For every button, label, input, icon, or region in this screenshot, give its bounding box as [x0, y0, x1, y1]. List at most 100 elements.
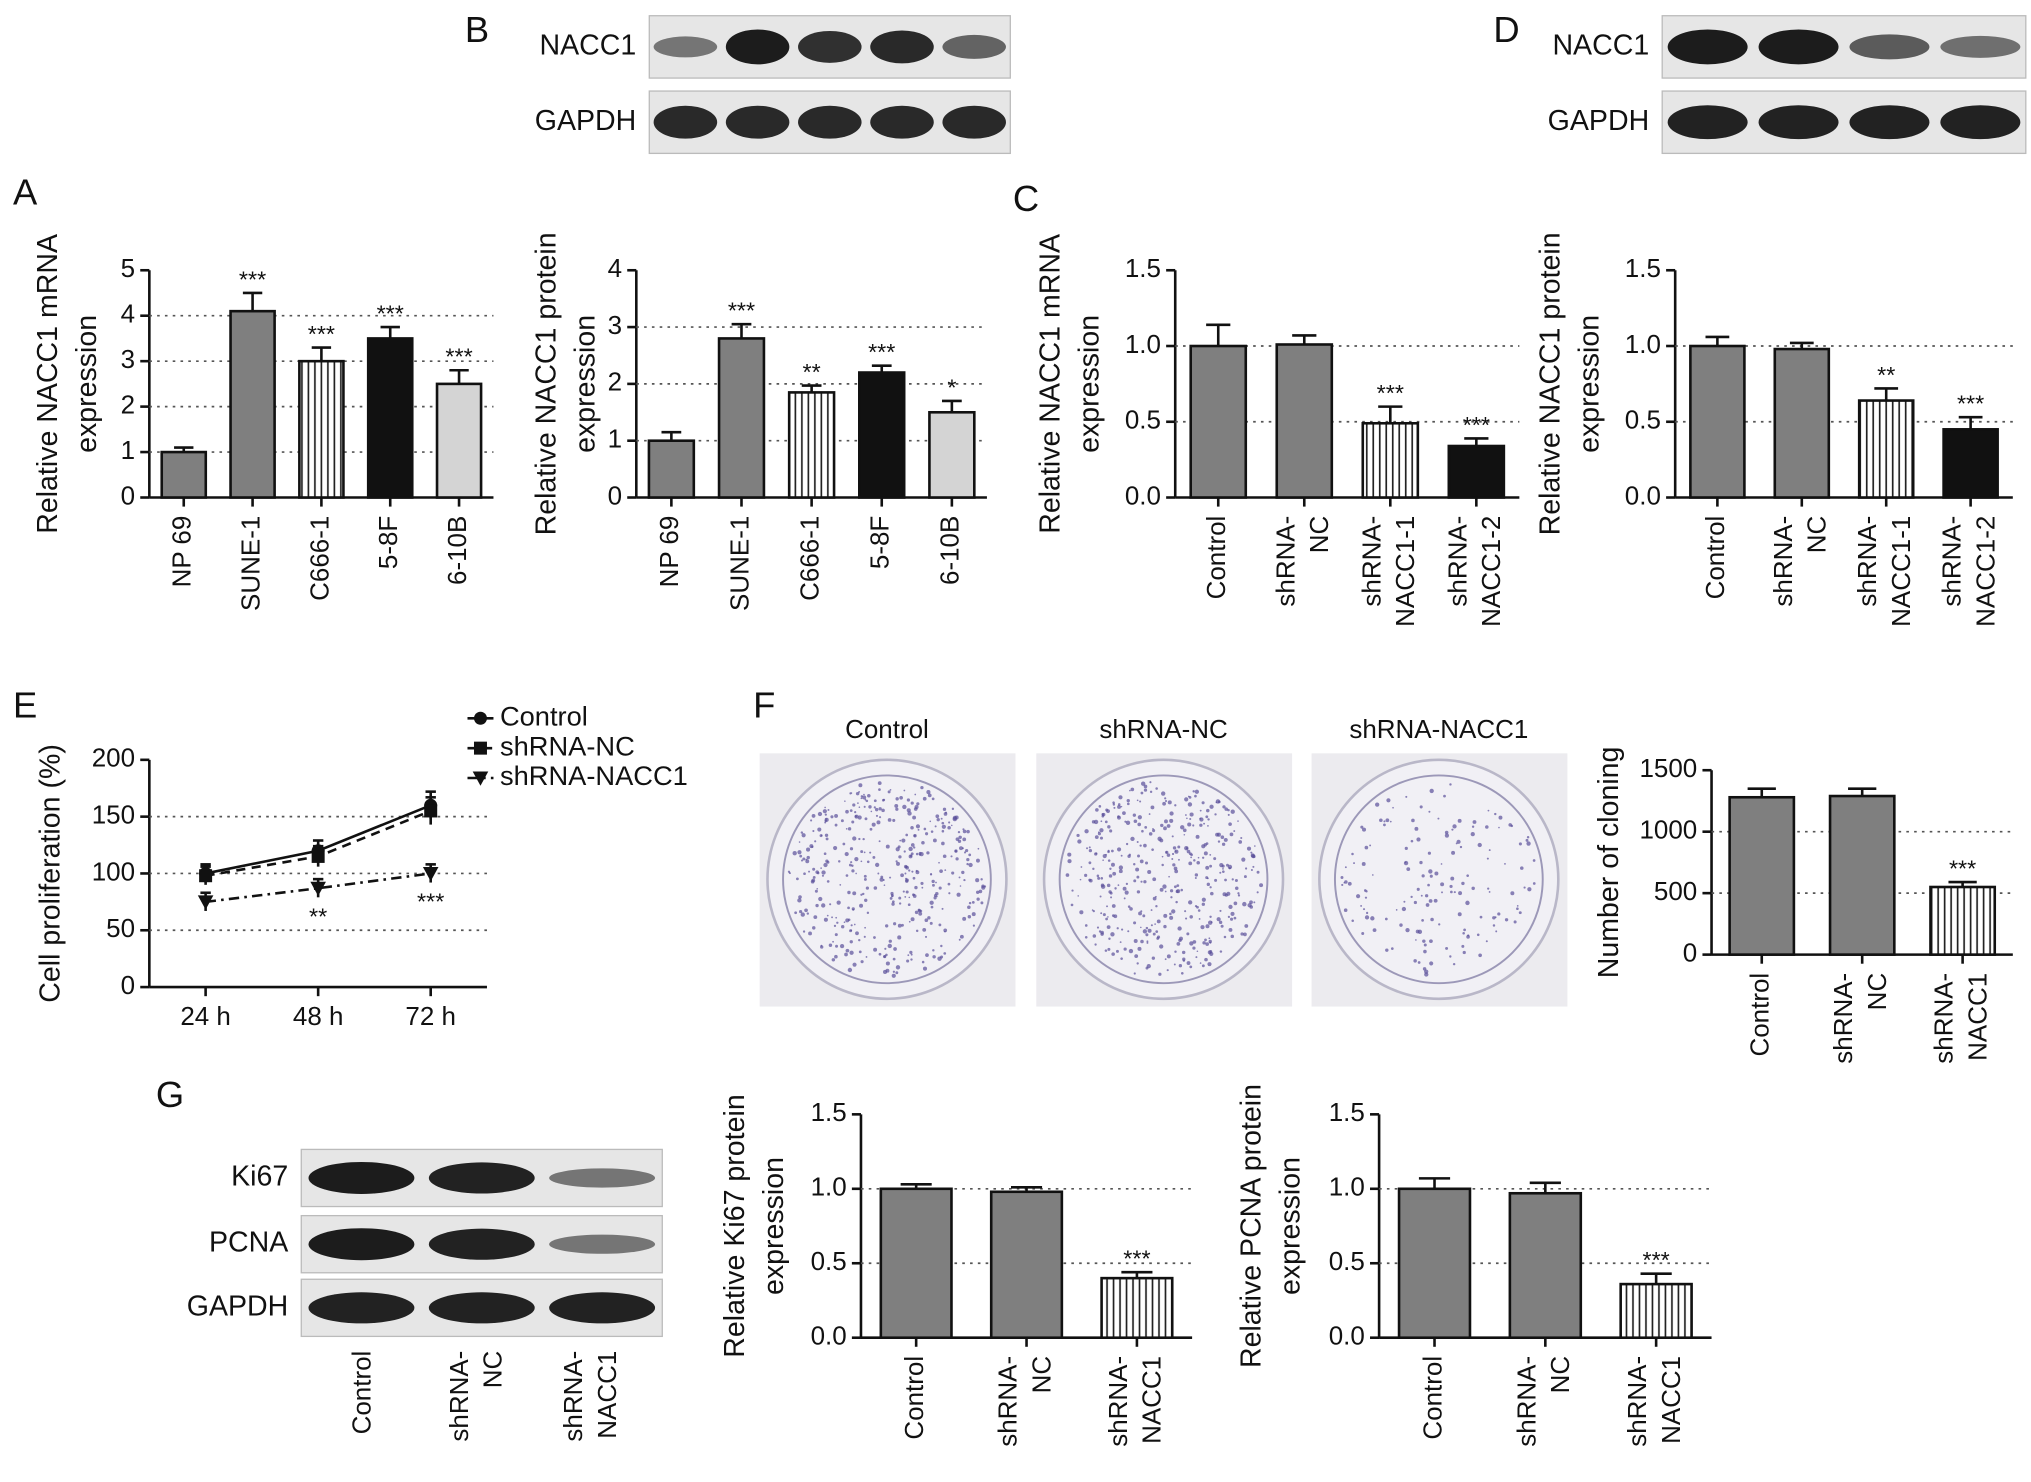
colony: [1155, 905, 1158, 908]
colony: [962, 916, 967, 921]
colony: [1152, 877, 1157, 882]
colony: [929, 873, 933, 876]
colony: [903, 789, 906, 792]
colony: [1201, 801, 1205, 805]
colony: [957, 830, 961, 834]
colony: [1451, 850, 1456, 855]
colony: [971, 900, 975, 904]
colony: [1138, 911, 1142, 916]
colony: [1344, 880, 1348, 884]
colony: [1456, 839, 1461, 844]
colony: [815, 903, 819, 908]
colony: [1164, 799, 1168, 803]
colony: [1109, 829, 1113, 833]
colony: [1199, 823, 1203, 827]
colony: [849, 809, 853, 812]
colony: [851, 907, 855, 911]
colony: [1107, 947, 1111, 951]
colony: [1344, 866, 1347, 869]
blot-band: [653, 105, 718, 139]
colony: [1525, 838, 1529, 842]
colony: [1194, 789, 1199, 794]
colony: [1150, 924, 1153, 927]
colony: [1223, 837, 1228, 842]
colony: [852, 836, 857, 841]
colony: [1233, 830, 1236, 833]
colony: [1077, 895, 1080, 897]
x-tick-label: SUNE-1: [235, 516, 265, 611]
colony: [1249, 905, 1254, 909]
colony: [834, 823, 838, 827]
x-tick-label: 72 h: [405, 1001, 456, 1031]
colony: [1097, 876, 1101, 880]
colony: [864, 926, 866, 929]
colony: [1479, 915, 1483, 919]
colony: [814, 889, 818, 893]
colony: [1100, 877, 1104, 880]
y-tick-label: 0.5: [811, 1246, 847, 1276]
colony: [1223, 935, 1227, 939]
colony: [857, 802, 859, 804]
colony: [905, 890, 909, 894]
colony: [942, 854, 947, 859]
colony: [1118, 865, 1124, 870]
colony: [1444, 830, 1449, 835]
colony: [1238, 840, 1243, 844]
colony: [1190, 853, 1193, 857]
colony: [1206, 808, 1210, 813]
colony: [895, 965, 901, 970]
colony: [799, 854, 803, 858]
bar: [928, 410, 976, 499]
colony: [1430, 917, 1434, 922]
colony: [1180, 971, 1184, 975]
colony: [1097, 832, 1101, 836]
colony: [812, 926, 816, 930]
colony: [891, 902, 895, 906]
blot-band: [942, 34, 1006, 59]
colony: [1197, 856, 1200, 859]
colony: [1148, 813, 1151, 815]
legend-marker: [473, 711, 487, 725]
colony: [1164, 819, 1168, 824]
colony: [834, 813, 839, 818]
colony: [1461, 944, 1465, 948]
colony: [1118, 869, 1123, 874]
colony: [1230, 911, 1235, 916]
colony: [825, 837, 829, 841]
y-tick-label: 0.0: [811, 1321, 847, 1351]
y-tick-label: 0.5: [1625, 405, 1661, 435]
colony: [854, 815, 858, 818]
colony: [1084, 935, 1088, 939]
colony: [1488, 849, 1491, 852]
colony: [1168, 875, 1170, 878]
colony: [1122, 886, 1127, 891]
colony: [1145, 933, 1149, 937]
colony: [892, 957, 896, 961]
colony: [902, 890, 905, 893]
colony: [1198, 918, 1201, 920]
colony: [968, 853, 972, 857]
colony: [910, 953, 913, 956]
colony: [1230, 917, 1234, 921]
colony: [921, 960, 925, 964]
colony: [1107, 916, 1109, 918]
colony: [1410, 895, 1413, 899]
blot-band: [1667, 105, 1748, 140]
point: [422, 866, 439, 882]
colony: [1175, 900, 1178, 904]
x-tick-label: shRNA-: [1103, 1356, 1133, 1447]
colony: [1427, 883, 1430, 887]
colony: [897, 923, 902, 928]
colony: [800, 831, 804, 834]
colony: [810, 819, 813, 822]
colony: [909, 950, 913, 955]
colony: [1208, 920, 1213, 925]
blot-band: [1940, 35, 2021, 58]
y-axis-label: expression: [570, 315, 602, 453]
colony: [914, 793, 917, 796]
y-tick-label: 0.5: [1125, 405, 1161, 435]
colony: [1497, 912, 1501, 916]
colony: [1227, 813, 1230, 816]
colony: [817, 827, 822, 832]
colony: [818, 896, 823, 902]
